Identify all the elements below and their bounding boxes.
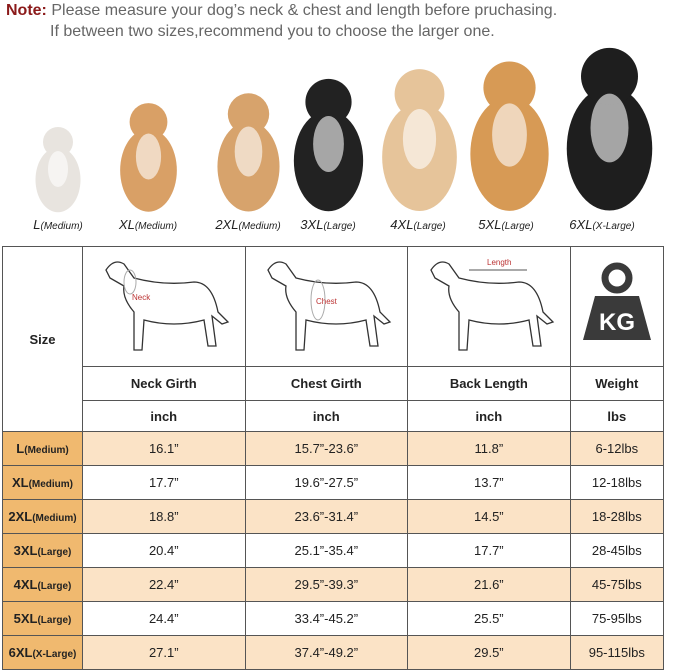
dog-image <box>382 69 457 211</box>
table-row: 4XL(Large) 22.4” 29.5”-39.3” 21.6” 45-75lbs <box>2 567 665 602</box>
size-cell: 4XL(Large) <box>2 567 83 602</box>
table-row: 6XL(X-Large) 27.1” 37.4”-49.2” 29.5” 95-115l… <box>2 635 665 670</box>
column-header: Back Length <box>407 366 571 401</box>
value-cell: 21.6” <box>407 567 571 602</box>
neck-label: Neck <box>132 293 151 302</box>
size-cell: 3XL(Large) <box>2 533 83 568</box>
dog-image <box>216 93 280 212</box>
length-diagram: Length <box>407 246 571 367</box>
size-cell: L(Medium) <box>2 431 83 466</box>
dog-size: 5XL <box>478 217 502 232</box>
unit-label: inch <box>407 400 571 432</box>
value-cell: 6-12lbs <box>569 431 665 466</box>
dog-xl: XL(Medium) <box>98 99 198 236</box>
dog-fit: (Large) <box>413 221 446 232</box>
value-cell: 12-18lbs <box>569 465 665 500</box>
note: Note: Please measure your dog’s neck & c… <box>6 0 557 42</box>
dog-fit: (Medium) <box>40 221 83 232</box>
value-cell: 29.5” <box>407 635 571 670</box>
column-header: Neck Girth <box>82 366 246 401</box>
dog-6xl: 6XL(X-Large) <box>552 42 653 236</box>
value-cell: 16.1” <box>82 431 246 466</box>
dog-l: L(Medium) <box>8 124 108 236</box>
dog-size: 4XL <box>390 217 414 232</box>
dog-image <box>293 78 363 212</box>
dog-fit: (Large) <box>501 221 534 232</box>
dog-size-lineup: L(Medium) XL(Medium) 2XL(Medium) 3XL(Large)… <box>0 36 679 236</box>
dog-image <box>119 103 177 212</box>
column-header: Weight <box>569 366 665 401</box>
note-label: Note: <box>6 2 47 19</box>
value-cell: 11.8” <box>407 431 571 466</box>
value-cell: 27.1” <box>82 635 246 670</box>
dog-3xl: 3XL(Large) <box>278 74 378 236</box>
note-line2: If between two sizes,recommend you to ch… <box>50 23 495 40</box>
value-cell: 29.5”-39.3” <box>244 567 409 602</box>
value-cell: 28-45lbs <box>569 533 665 568</box>
dog-size: 2XL <box>215 217 239 232</box>
dog-image <box>35 127 81 213</box>
size-cell: 2XL(Medium) <box>2 499 83 534</box>
value-cell: 22.4” <box>82 567 246 602</box>
dog-2xl: 2XL(Medium) <box>198 89 298 236</box>
note-line1: Please measure your dog’s neck & chest a… <box>51 2 558 19</box>
table-row: 3XL(Large) 20.4” 25.1”-35.4” 17.7” 28-45lbs <box>2 533 665 568</box>
size-cell: 5XL(Large) <box>2 601 83 636</box>
value-cell: 13.7” <box>407 465 571 500</box>
value-cell: 17.7” <box>407 533 571 568</box>
length-label: Length <box>487 258 511 267</box>
dog-fit: (Medium) <box>134 221 178 232</box>
table-row: L(Medium) 16.1” 15.7”-23.6” 11.8” 6-12lbs <box>2 431 665 466</box>
value-cell: 37.4”-49.2” <box>244 635 409 670</box>
unit-label: inch <box>244 400 409 432</box>
dog-size: 6XL <box>569 217 593 232</box>
value-cell: 15.7”-23.6” <box>244 431 409 466</box>
unit-label: lbs <box>569 400 665 432</box>
unit-label: inch <box>82 400 246 432</box>
chest-diagram: Chest <box>244 246 409 367</box>
value-cell: 18.8” <box>82 499 246 534</box>
dog-image <box>470 61 549 211</box>
size-cell: 6XL(X-Large) <box>2 635 83 670</box>
dog-fit: (Medium) <box>238 221 281 232</box>
weight-icon: KG <box>569 246 665 367</box>
value-cell: 23.6”-31.4” <box>244 499 409 534</box>
column-header: Chest Girth <box>244 366 409 401</box>
table-row: XL(Medium) 17.7” 19.6”-27.5” 13.7” 12-18lbs <box>2 465 665 500</box>
value-cell: 33.4”-45.2” <box>244 601 409 636</box>
value-cell: 75-95lbs <box>569 601 665 636</box>
value-cell: 19.6”-27.5” <box>244 465 409 500</box>
dog-5xl: 5XL(Large) <box>456 56 556 236</box>
chest-label: Chest <box>316 297 338 306</box>
dog-size: L <box>33 217 41 232</box>
value-cell: 25.1”-35.4” <box>244 533 409 568</box>
dog-size: 3XL <box>300 217 324 232</box>
value-cell: 17.7” <box>82 465 246 500</box>
value-cell: 95-115lbs <box>569 635 665 670</box>
value-cell: 18-28lbs <box>569 499 665 534</box>
table-row: 2XL(Medium) 18.8” 23.6”-31.4” 14.5” 18-28lbs <box>2 499 665 534</box>
size-chart-table: Size Neck Chest Length KG Neck Girth Ches… <box>2 246 665 670</box>
kg-text: KG <box>599 309 635 336</box>
value-cell: 45-75lbs <box>569 567 665 602</box>
size-header: Size <box>2 246 83 432</box>
table-row: 5XL(Large) 24.4” 33.4”-45.2” 25.5” 75-95lbs <box>2 601 665 636</box>
neck-diagram: Neck <box>82 246 246 367</box>
dog-fit: (Large) <box>323 221 356 232</box>
dog-image <box>566 47 653 211</box>
dog-size: XL <box>118 217 135 232</box>
dog-fit: (X-Large) <box>592 221 635 232</box>
dog-4xl: 4XL(Large) <box>368 64 468 236</box>
value-cell: 25.5” <box>407 601 571 636</box>
size-cell: XL(Medium) <box>2 465 83 500</box>
value-cell: 14.5” <box>407 499 571 534</box>
value-cell: 20.4” <box>82 533 246 568</box>
value-cell: 24.4” <box>82 601 246 636</box>
